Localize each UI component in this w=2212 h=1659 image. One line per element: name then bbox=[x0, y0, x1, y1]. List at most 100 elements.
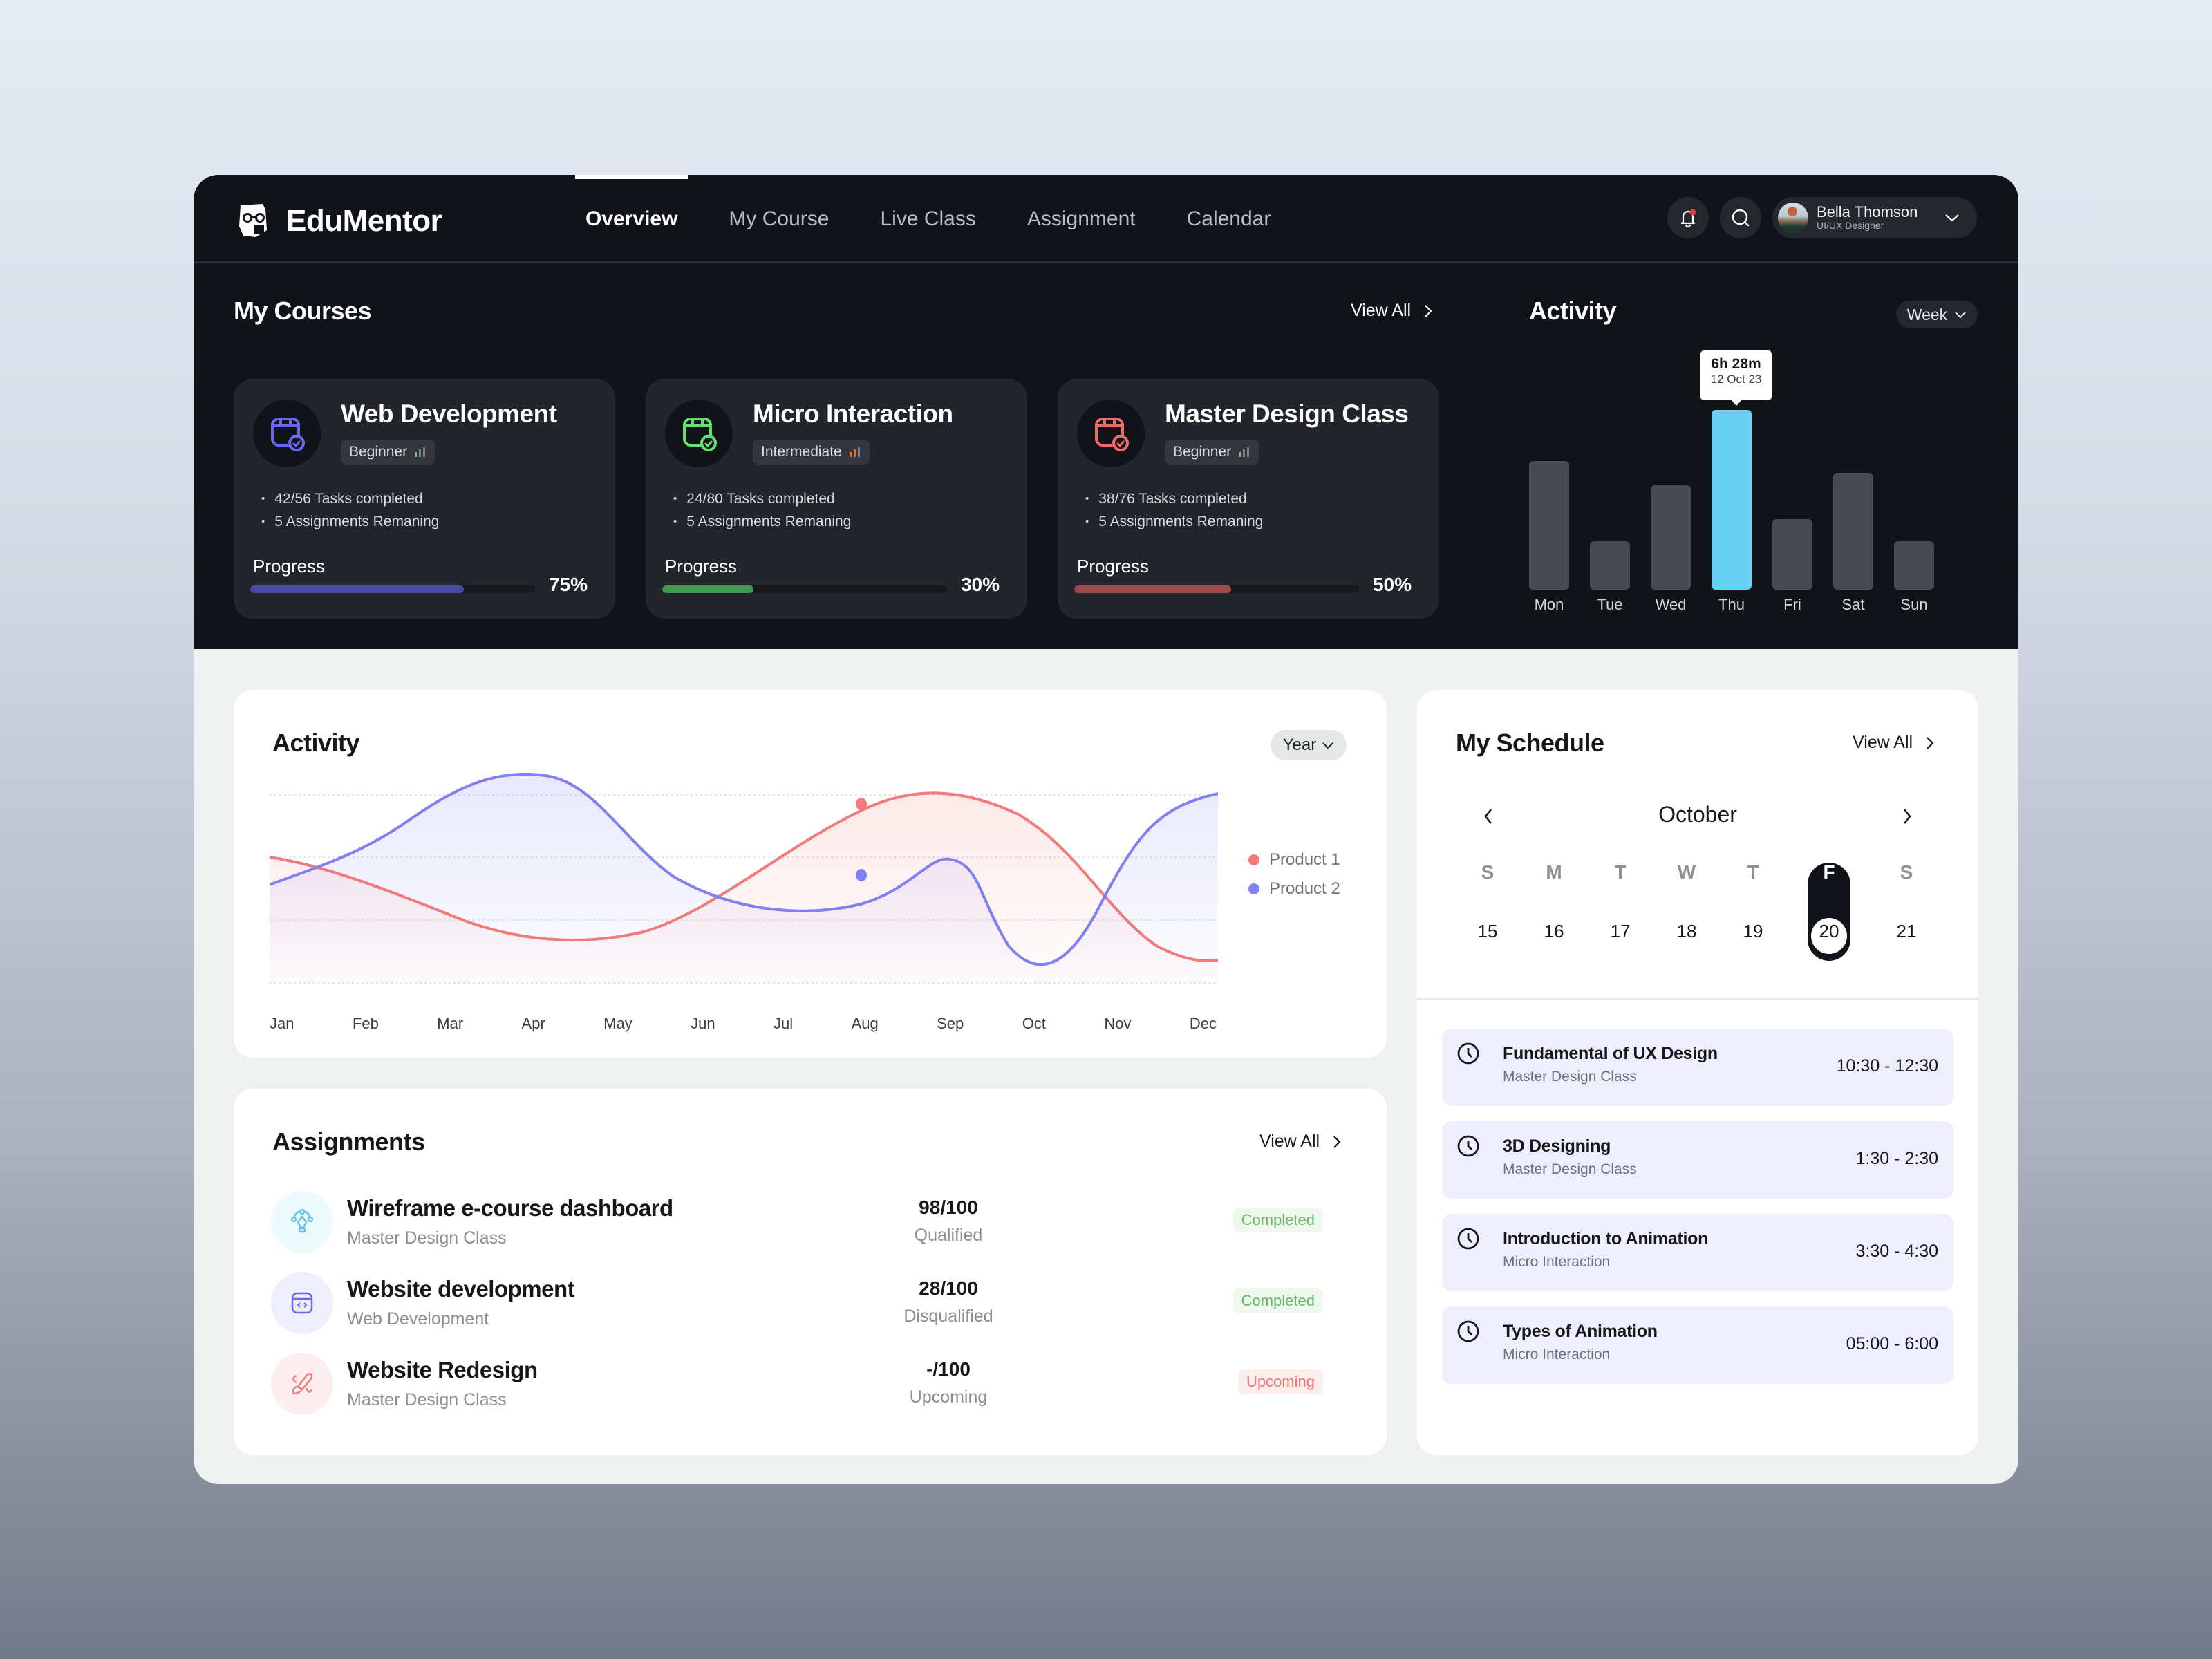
assignment-result: Qualified bbox=[914, 1226, 983, 1245]
legend-product-2[interactable]: Product 2 bbox=[1248, 879, 1340, 899]
bar-sat[interactable] bbox=[1833, 473, 1873, 590]
calendar-date-selected[interactable]: 20 bbox=[1819, 921, 1839, 941]
course-card-web-development[interactable]: Web Development Beginner 42/56 Tasks com… bbox=[234, 379, 615, 619]
assignment-name: Website Redesign bbox=[347, 1357, 538, 1382]
level-bars-icon bbox=[1239, 447, 1250, 457]
calendar-date[interactable]: 19 bbox=[1743, 921, 1763, 941]
nav-actions: Bella Thomson UI/UX Designer bbox=[1667, 197, 1977, 238]
course-card-master-design-class[interactable]: Master Design Class Beginner 38/76 Tasks… bbox=[1058, 379, 1439, 619]
calendar-date[interactable]: 21 bbox=[1896, 921, 1917, 941]
day-label: Fri bbox=[1783, 596, 1801, 613]
chevron-right-icon bbox=[1425, 304, 1432, 317]
next-month-button[interactable] bbox=[1901, 806, 1913, 827]
bar-tue[interactable] bbox=[1590, 541, 1630, 590]
selected-date-circle bbox=[1811, 918, 1847, 954]
logo[interactable]: EduMentor bbox=[235, 200, 442, 242]
assignment-course: Master Design Class bbox=[347, 1390, 507, 1409]
event-title: Types of Animation bbox=[1503, 1322, 1658, 1341]
assignment-name: Wireframe e-course dashboard bbox=[347, 1195, 673, 1221]
assignments-title: Assignments bbox=[272, 1127, 425, 1156]
pen-tool-icon bbox=[271, 1191, 333, 1253]
assignment-row[interactable]: Website Redesign Master Design Class -/1… bbox=[271, 1353, 1360, 1416]
progress-percent: 75% bbox=[548, 574, 588, 595]
level-bars-icon bbox=[849, 447, 860, 457]
chevron-right-icon bbox=[1927, 736, 1934, 749]
assignment-row[interactable]: Wireframe e-course dashboard Master Desi… bbox=[271, 1191, 1360, 1255]
day-label: Wed bbox=[1655, 596, 1687, 613]
assignments-remaining: 5 Assignments Remaning bbox=[673, 511, 851, 534]
month-label: Nov bbox=[1104, 1015, 1132, 1032]
bar-mon[interactable] bbox=[1529, 461, 1569, 590]
month-label: Aug bbox=[851, 1015, 879, 1032]
bar-fri[interactable] bbox=[1772, 519, 1812, 590]
product-2-marker[interactable] bbox=[856, 869, 867, 881]
avatar bbox=[1778, 203, 1808, 233]
assignment-result: Upcoming bbox=[909, 1387, 988, 1407]
bar-thu[interactable] bbox=[1712, 410, 1752, 590]
progress-label: Progress bbox=[665, 556, 738, 577]
schedule-event[interactable]: Types of Animation Micro Interaction 05:… bbox=[1442, 1306, 1953, 1384]
product-1-area bbox=[270, 793, 1218, 983]
tab-live-class[interactable]: Live Class bbox=[880, 207, 976, 230]
activity-title: Activity bbox=[272, 729, 360, 757]
event-time: 1:30 - 2:30 bbox=[1855, 1149, 1938, 1168]
tab-assignment[interactable]: Assignment bbox=[1027, 207, 1136, 230]
calendar-date[interactable]: 18 bbox=[1676, 921, 1697, 941]
assignments-view-all-link[interactable]: View All bbox=[1259, 1132, 1342, 1152]
chevron-down-icon bbox=[1322, 742, 1333, 749]
level-label: Beginner bbox=[349, 444, 408, 460]
search-button[interactable] bbox=[1720, 197, 1761, 238]
legend-product-1[interactable]: Product 1 bbox=[1248, 850, 1340, 870]
event-title: 3D Designing bbox=[1503, 1136, 1611, 1156]
user-profile-menu[interactable]: Bella Thomson UI/UX Designer bbox=[1772, 197, 1977, 238]
level-badge: Beginner bbox=[1165, 440, 1259, 465]
calendar-date[interactable]: 15 bbox=[1477, 921, 1498, 941]
courses-view-all-link[interactable]: View All bbox=[1351, 301, 1433, 321]
tab-my-course[interactable]: My Course bbox=[729, 207, 830, 230]
app-window: EduMentor Overview My Course Live Class … bbox=[194, 175, 2018, 1484]
calendar-header: October bbox=[1417, 792, 1978, 847]
weekday-label: S bbox=[1900, 861, 1913, 883]
top-nav: EduMentor Overview My Course Live Class … bbox=[194, 175, 2018, 263]
chart-legend: Product 1 Product 2 bbox=[1248, 850, 1340, 899]
calendar-date[interactable]: 17 bbox=[1610, 921, 1631, 941]
clock-icon bbox=[1457, 1320, 1479, 1342]
course-icon-wrap bbox=[665, 400, 733, 467]
prev-month-button[interactable] bbox=[1482, 806, 1494, 827]
period-dropdown-week[interactable]: Week bbox=[1896, 301, 1978, 328]
schedule-event[interactable]: 3D Designing Master Design Class 1:30 - … bbox=[1442, 1121, 1953, 1199]
month-label: Jun bbox=[691, 1015, 715, 1032]
schedule-event[interactable]: Fundamental of UX Design Master Design C… bbox=[1442, 1029, 1953, 1106]
product-1-line bbox=[270, 793, 1218, 961]
event-time: 3:30 - 4:30 bbox=[1855, 1241, 1938, 1261]
notifications-button[interactable] bbox=[1667, 197, 1709, 238]
view-all-label: View All bbox=[1259, 1132, 1320, 1151]
view-all-label: View All bbox=[1351, 301, 1412, 320]
assignment-score: -/100 bbox=[926, 1358, 971, 1380]
divider bbox=[1417, 998, 1978, 1000]
bar-wed[interactable] bbox=[1651, 485, 1691, 590]
clock-icon bbox=[1457, 1228, 1479, 1250]
calendar-check-icon bbox=[683, 418, 717, 451]
bar-sun[interactable] bbox=[1894, 541, 1934, 590]
product-1-marker[interactable] bbox=[856, 798, 867, 810]
bell-icon bbox=[1680, 209, 1696, 228]
course-card-micro-interaction[interactable]: Micro Interaction Intermediate 24/80 Tas… bbox=[646, 379, 1027, 619]
tab-calendar[interactable]: Calendar bbox=[1186, 207, 1271, 230]
month-label: Apr bbox=[521, 1015, 545, 1032]
schedule-view-all-link[interactable]: View All bbox=[1853, 733, 1935, 753]
weekday-label-selected: F bbox=[1823, 861, 1835, 883]
tasks-completed: 24/80 Tasks completed bbox=[673, 488, 851, 511]
assignment-row[interactable]: Website development Web Development 28/1… bbox=[271, 1272, 1360, 1335]
assignment-course: Master Design Class bbox=[347, 1228, 507, 1248]
period-dropdown-year[interactable]: Year bbox=[1271, 730, 1347, 760]
assignment-score: 28/100 bbox=[919, 1277, 978, 1299]
calendar-date[interactable]: 16 bbox=[1544, 921, 1564, 941]
month-label: May bbox=[603, 1015, 632, 1032]
day-label: Sat bbox=[1841, 596, 1865, 613]
schedule-event[interactable]: Introduction to Animation Micro Interact… bbox=[1442, 1214, 1953, 1291]
level-label: Intermediate bbox=[761, 444, 842, 460]
tab-overview[interactable]: Overview bbox=[560, 175, 703, 263]
x-axis-months: Jan Feb Mar Apr May Jun Jul Aug Sep Oct … bbox=[270, 1015, 1217, 1033]
assignments-remaining: 5 Assignments Remaning bbox=[261, 511, 439, 534]
